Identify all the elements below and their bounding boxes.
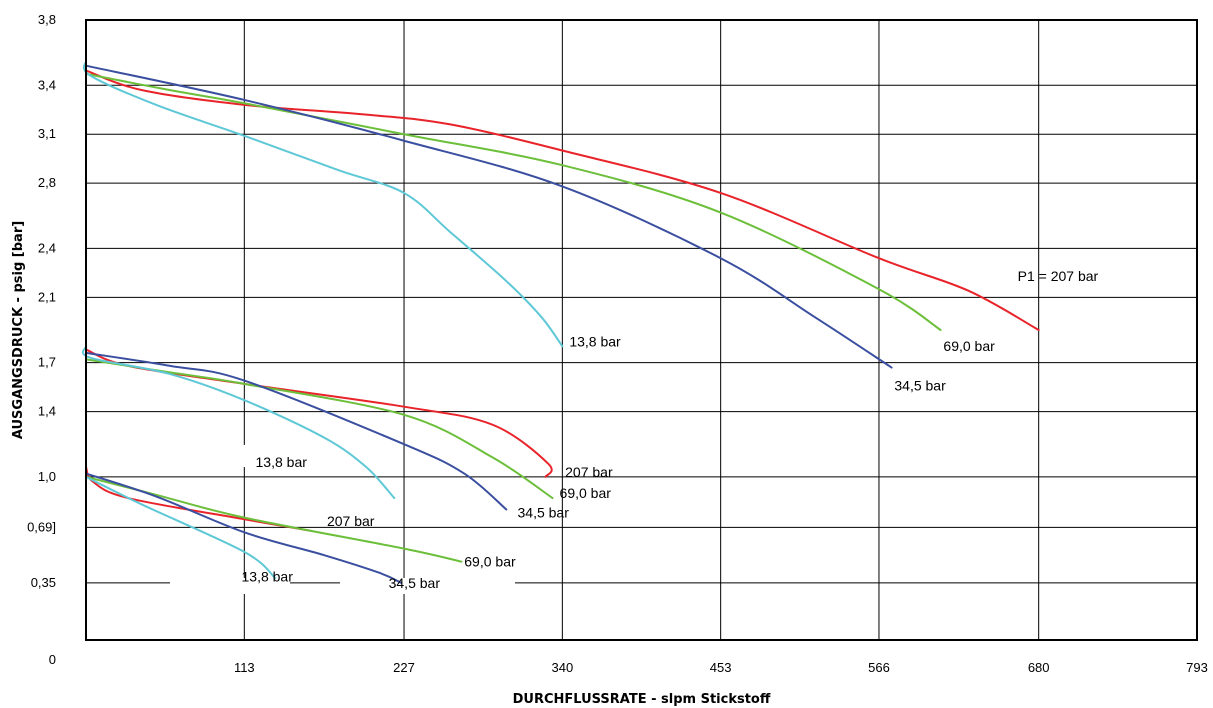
x-tick-label-6: 793 — [1186, 660, 1208, 675]
y-tick-labels: 0,35 0,69] 1,0 1,4 1,7 2,1 2,4 2,8 3,1 3,4 3,8 — [27, 12, 56, 590]
series-line-1 — [85, 72, 942, 331]
x-tick-label-0: 113 — [234, 660, 255, 675]
x-axis-title: DURCHFLUSSRATE - slpm Stickstoff — [513, 692, 771, 707]
grid-lines — [86, 20, 1197, 640]
y-tick-label-5: 2,1 — [38, 289, 56, 304]
y-tick-label-6: 2,4 — [38, 240, 56, 255]
series-line-4 — [85, 348, 553, 478]
y-tick-label-4: 1,7 — [38, 355, 56, 370]
curve-label-9: 69,0 bar — [464, 554, 516, 570]
y-tick-label-3: 1,4 — [38, 404, 56, 419]
series-line-2 — [85, 64, 893, 369]
y-axis-title: AUSGANGSDRUCK - psig [bar] — [11, 221, 26, 439]
series-lines — [81, 59, 1040, 584]
y-tick-label-8: 3,1 — [38, 126, 56, 141]
origin-label: 0 — [49, 652, 56, 667]
curve-label-10: 34,5 bar — [389, 575, 441, 591]
series-line-11 — [85, 475, 277, 579]
series-line-9 — [85, 475, 463, 563]
x-tick-label-4: 566 — [868, 660, 890, 675]
y-tick-label-10: 3,8 — [38, 12, 56, 27]
y-tick-label-2: 1,0 — [38, 469, 56, 484]
y-tick-label-9: 3,4 — [38, 77, 56, 92]
y-tick-label-0: 0,35 — [31, 575, 56, 590]
series-line-10 — [85, 472, 403, 584]
label-gap-0 — [170, 578, 290, 594]
x-tick-label-5: 680 — [1028, 660, 1050, 675]
x-tick-label-1: 227 — [393, 660, 415, 675]
curve-label-5: 69,0 bar — [560, 485, 612, 501]
curve-label-11: 13,8 bar — [242, 568, 294, 584]
grid-gaps — [170, 445, 515, 594]
curve-label-0: P1 = 207 bar — [1018, 268, 1099, 284]
x-tick-labels: 113 227 340 453 566 680 793 — [234, 660, 1208, 675]
curve-label-2: 34,5 bar — [894, 377, 946, 393]
series-line-0 — [85, 69, 1040, 331]
series-line-7 — [81, 345, 396, 500]
series-line-6 — [85, 351, 508, 511]
y-tick-label-1: 0,69] — [27, 519, 56, 534]
curve-label-8: 207 bar — [327, 513, 375, 529]
x-tick-label-2: 340 — [551, 660, 573, 675]
label-gap-1 — [340, 578, 515, 594]
y-tick-label-7: 2,8 — [38, 175, 56, 190]
series-line-3 — [82, 59, 564, 348]
curve-label-4: 207 bar — [565, 464, 613, 480]
plot-frame — [85, 19, 1198, 641]
curve-label-3: 13,8 bar — [569, 333, 621, 349]
curve-labels: P1 = 207 bar 69,0 bar 34,5 bar 13,8 bar 207 … — [242, 268, 1099, 591]
curve-label-7: 13,8 bar — [256, 454, 308, 470]
curve-label-6: 34,5 bar — [518, 505, 570, 521]
label-gap-2 — [240, 445, 290, 467]
x-tick-label-3: 453 — [710, 660, 732, 675]
curve-label-1: 69,0 bar — [943, 338, 995, 354]
